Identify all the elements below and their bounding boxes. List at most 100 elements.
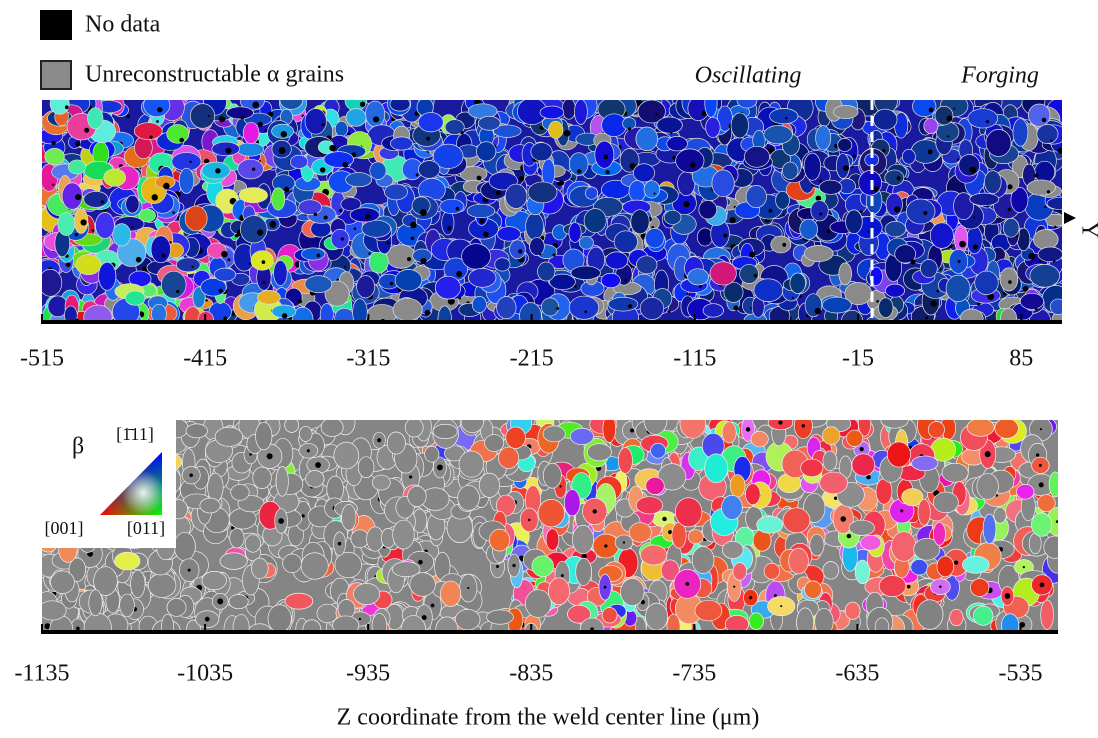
grain	[231, 484, 249, 500]
x-tick-label: -515	[20, 346, 64, 372]
no-data-speck	[782, 214, 784, 216]
no-data-speck	[1042, 118, 1047, 123]
no-data-speck	[136, 257, 142, 263]
no-data-speck	[559, 180, 564, 185]
no-data-speck	[1064, 202, 1069, 207]
grain	[839, 263, 852, 285]
no-data-speck	[249, 262, 251, 264]
no-data-speck	[205, 617, 210, 622]
grain	[335, 308, 355, 327]
no-data-speck	[390, 282, 393, 285]
grain	[139, 209, 155, 222]
grain	[125, 291, 145, 305]
no-data-speck	[986, 120, 989, 123]
grain	[822, 297, 851, 313]
no-data-speck	[1039, 260, 1042, 263]
no-data-speck	[946, 115, 952, 121]
grain	[645, 603, 667, 630]
grain	[977, 473, 999, 499]
no-data-speck	[574, 285, 576, 287]
grain	[485, 435, 504, 452]
no-data-speck	[1056, 520, 1059, 523]
grain	[881, 412, 909, 428]
zone-label: Forging	[960, 63, 1039, 89]
x-tick-label: -315	[346, 346, 390, 372]
grain	[268, 605, 291, 633]
no-data-speck	[338, 542, 342, 546]
no-data-speck	[749, 596, 752, 599]
grain	[667, 614, 680, 640]
no-data-speck	[227, 258, 230, 261]
no-data-speck	[584, 310, 587, 313]
grain	[918, 499, 930, 525]
no-data-speck	[987, 206, 989, 208]
grain	[126, 195, 139, 213]
grain	[303, 620, 321, 640]
grain	[699, 200, 717, 219]
no-data-speck	[407, 257, 411, 261]
no-data-speck	[347, 132, 350, 135]
grain	[960, 309, 983, 328]
no-data-speck	[252, 102, 259, 109]
no-data-speck	[769, 209, 773, 213]
grain	[712, 170, 734, 197]
no-data-speck	[162, 254, 166, 258]
grain	[968, 109, 998, 128]
no-data-speck	[172, 211, 175, 214]
top-map	[28, 87, 1076, 335]
no-data-speck	[1039, 482, 1044, 487]
grain	[458, 485, 480, 510]
grain	[346, 173, 372, 187]
grain	[240, 216, 267, 243]
no-data-speck	[979, 325, 985, 331]
no-data-speck	[851, 166, 853, 168]
grain	[937, 556, 954, 577]
grain	[733, 563, 747, 581]
grain	[833, 105, 858, 118]
no-data-speck	[826, 229, 830, 233]
legend-swatch	[41, 61, 71, 89]
grain	[984, 171, 1001, 194]
x-tick-label: 85	[1009, 346, 1033, 372]
grain	[706, 117, 721, 137]
grain	[933, 522, 945, 545]
grain	[576, 558, 592, 585]
grain	[860, 535, 880, 550]
grain	[800, 219, 818, 239]
no-data-speck	[959, 241, 966, 248]
grain	[846, 210, 863, 234]
no-data-speck	[461, 131, 464, 134]
grain	[885, 284, 904, 297]
grain	[769, 109, 798, 124]
grain	[418, 113, 443, 132]
no-data-speck	[205, 299, 207, 301]
no-data-speck	[316, 254, 320, 258]
grain	[664, 210, 681, 224]
grain	[233, 614, 249, 640]
grain	[954, 226, 967, 253]
no-data-speck	[561, 574, 564, 577]
grain	[190, 104, 214, 129]
grain	[362, 220, 391, 237]
grain	[737, 92, 757, 108]
grain	[1003, 218, 1019, 237]
grain	[606, 252, 628, 269]
grain	[290, 155, 308, 168]
no-data-speck	[552, 253, 555, 256]
grain	[928, 422, 944, 438]
no-data-speck	[418, 560, 423, 565]
grain	[274, 260, 288, 285]
grain	[390, 97, 410, 111]
no-data-speck	[223, 316, 227, 320]
no-data-speck	[314, 213, 318, 217]
grain	[746, 185, 766, 207]
no-data-speck	[368, 252, 370, 254]
grain	[745, 484, 760, 505]
no-data-speck	[422, 615, 427, 620]
grain	[331, 229, 349, 248]
no-data-speck	[733, 586, 735, 588]
grain	[58, 213, 75, 236]
inset-label: [001]	[45, 518, 84, 538]
no-data-speck	[75, 233, 78, 236]
no-data-speck	[628, 304, 632, 308]
